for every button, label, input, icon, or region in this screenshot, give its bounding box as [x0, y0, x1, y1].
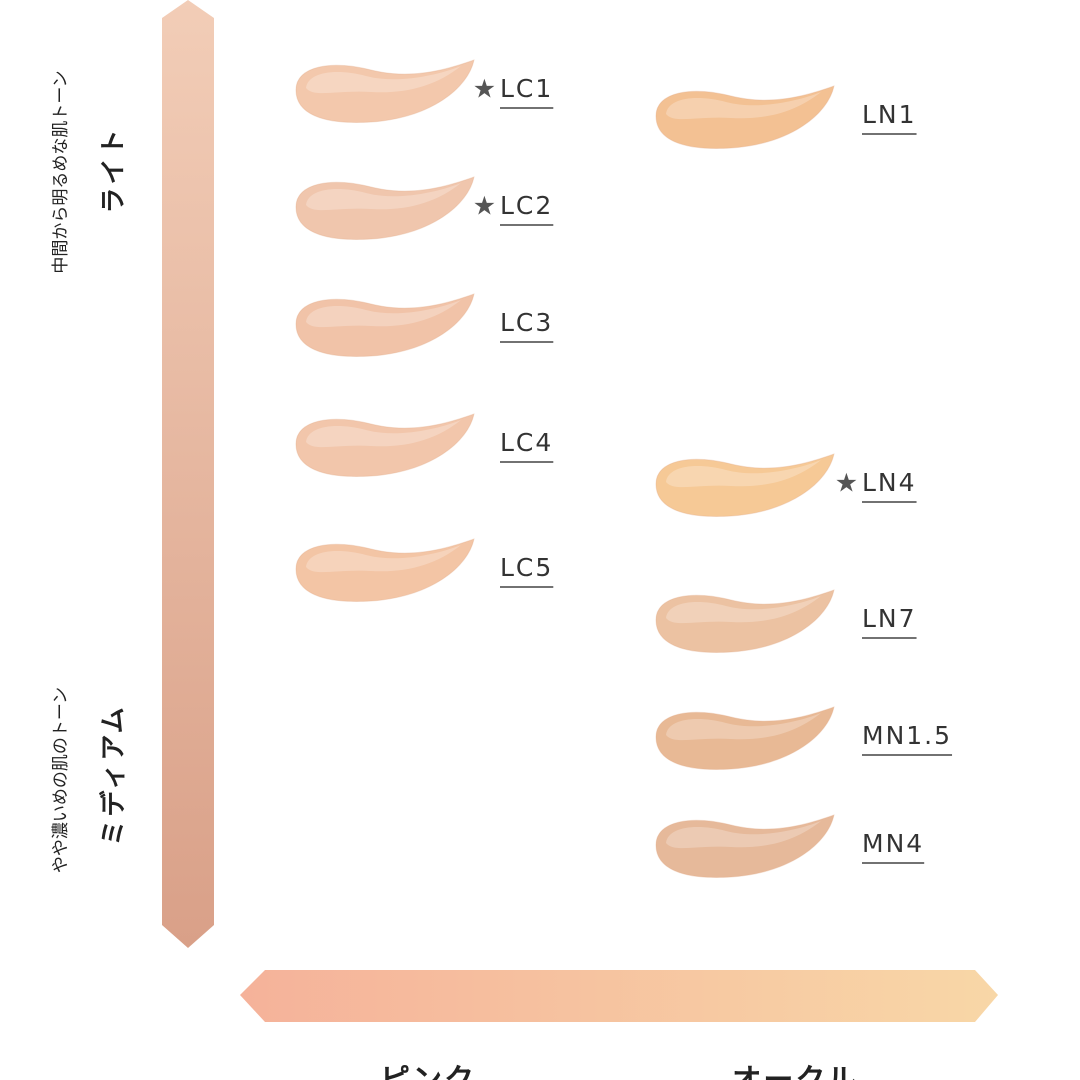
axis-top-sub: 中間から明るめな肌トーン [51, 70, 71, 273]
shade-label: MN1.5 [862, 721, 952, 750]
shade-label: LN7 [862, 604, 917, 633]
shade-label: LC1 [500, 74, 553, 103]
shade-swatch [295, 293, 475, 357]
shade-swatch [655, 589, 835, 653]
shade-label: LC4 [500, 428, 553, 457]
axis-bottom-sub: やや濃いめの肌のトーン [51, 687, 71, 873]
shade-swatch [295, 59, 475, 123]
star-mark: ★ [835, 469, 858, 499]
shade-swatch [655, 85, 835, 149]
shade-label: LC2 [500, 191, 553, 220]
shade-swatch [295, 538, 475, 602]
swatch-highlight [306, 183, 461, 211]
star-mark: ★ [473, 75, 496, 105]
shade-swatch [655, 453, 835, 517]
shade-swatch [295, 176, 475, 240]
shade-swatch [655, 706, 835, 770]
vertical-arrow [162, 0, 214, 948]
shade-label: MN4 [862, 829, 924, 858]
swatch-highlight [666, 713, 821, 741]
swatch-highlight [306, 66, 461, 94]
swatch-highlight [666, 821, 821, 849]
shade-label: LC3 [500, 308, 553, 337]
swatch-highlight [666, 460, 821, 488]
swatch-highlight [306, 300, 461, 328]
swatch-highlight [666, 596, 821, 624]
shade-label: LN1 [862, 100, 917, 129]
horizontal-arrow [240, 970, 998, 1022]
swatch-highlight [666, 92, 821, 120]
shade-swatch [295, 413, 475, 477]
swatch-highlight [306, 420, 461, 448]
shade-swatch [655, 814, 835, 878]
axis-right-label: オークル [731, 1063, 858, 1080]
shade-label: LC5 [500, 553, 553, 582]
axis-top-main: ライト [99, 126, 129, 213]
axis-bottom-main: ミディアム [98, 704, 129, 845]
shade-label: LN4 [862, 468, 917, 497]
swatch-highlight [306, 545, 461, 573]
axis-left-label: ピンク [380, 1063, 476, 1080]
star-mark: ★ [473, 192, 496, 222]
